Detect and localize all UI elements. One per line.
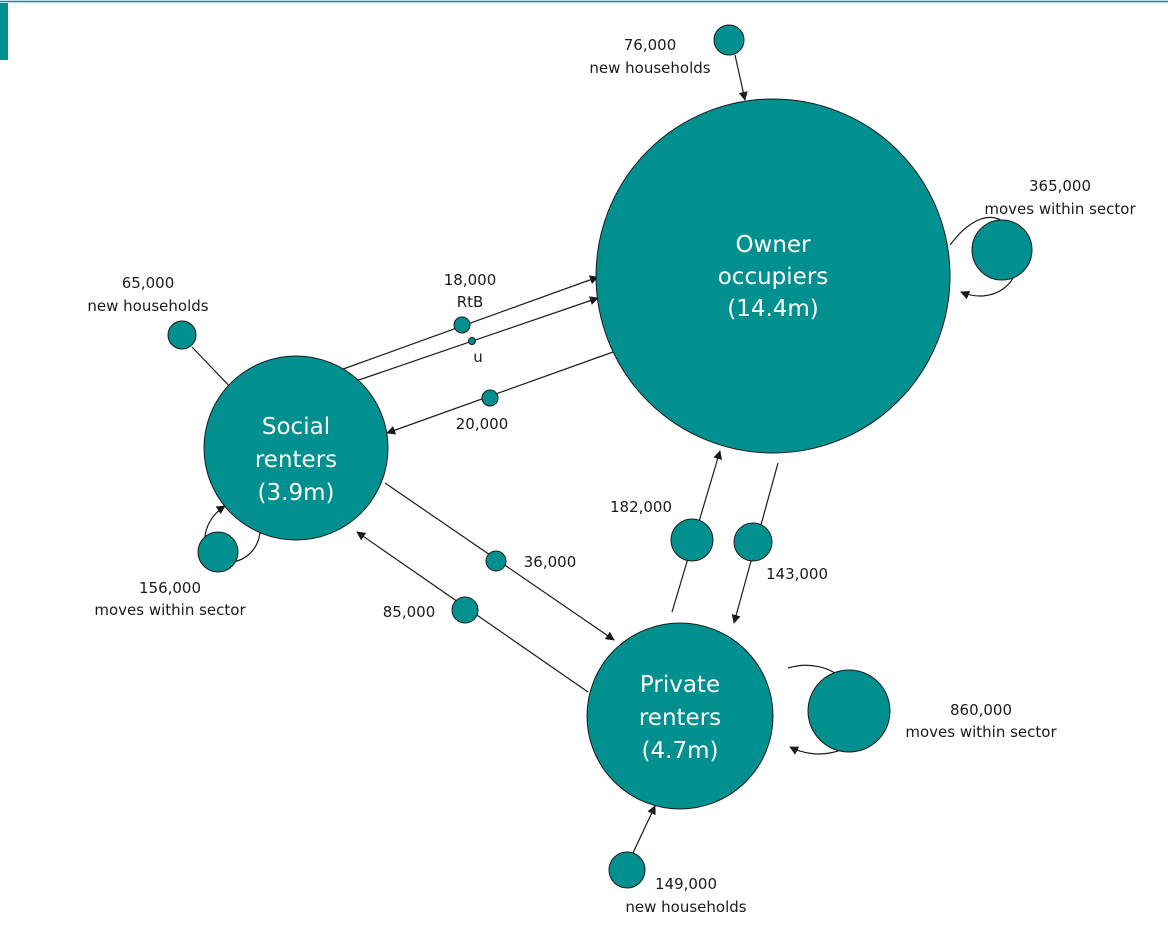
bubble-private-to-owner bbox=[670, 518, 714, 562]
bubble-owner-to-social bbox=[481, 389, 499, 407]
bubble-new-social bbox=[167, 320, 197, 350]
owner-occupiers-size: (14.4m) bbox=[727, 296, 819, 322]
within-social-label: moves within sector bbox=[94, 601, 246, 619]
within-social-value: 156,000 bbox=[139, 579, 201, 597]
owner-to-social-value: 20,000 bbox=[456, 415, 509, 433]
within-owner-value: 365,000 bbox=[1029, 177, 1091, 195]
bubble-owner-to-private bbox=[733, 522, 773, 562]
bubble-social-to-owner-rtb bbox=[453, 316, 471, 334]
social-to-owner-other-label: u bbox=[473, 348, 483, 366]
owner-occupiers-circle bbox=[595, 98, 951, 454]
owner-occupiers-name-line1: Owner bbox=[735, 232, 811, 258]
private-renters-name-line2: renters bbox=[639, 705, 721, 731]
within-private-label: moves within sector bbox=[905, 723, 1057, 741]
social-renters-size: (3.9m) bbox=[258, 480, 335, 506]
bubble-within-private bbox=[807, 669, 891, 753]
social-renters-name-line1: Social bbox=[262, 414, 330, 440]
arrow-new-to-private bbox=[632, 805, 656, 854]
private-renters-size: (4.7m) bbox=[642, 738, 719, 764]
private-to-owner-value: 182,000 bbox=[610, 498, 672, 516]
private-to-social-value: 85,000 bbox=[383, 603, 436, 621]
private-renters-name-line1: Private bbox=[640, 672, 720, 698]
new-social-value: 65,000 bbox=[122, 274, 175, 292]
social-renters-name-line2: renters bbox=[255, 447, 337, 473]
owner-occupiers-name-line2: occupiers bbox=[718, 264, 829, 290]
arrow-owner-to-social bbox=[386, 351, 614, 435]
bubble-within-owner bbox=[971, 219, 1033, 281]
bubble-new-private bbox=[608, 851, 646, 889]
social-renters-circle bbox=[203, 355, 389, 541]
arrow-new-to-social bbox=[191, 346, 236, 393]
social-to-owner-rtb-value: 18,000 bbox=[444, 271, 497, 289]
within-private-value: 860,000 bbox=[950, 701, 1012, 719]
social-to-owner-rtb-label: RtB bbox=[457, 293, 484, 311]
social-to-private-value: 36,000 bbox=[524, 553, 577, 571]
new-private-label: new households bbox=[625, 898, 746, 916]
new-owner-value: 76,000 bbox=[624, 36, 677, 54]
bubble-new-owner bbox=[713, 24, 745, 56]
owner-to-private-value: 143,000 bbox=[766, 565, 828, 583]
bubble-social-to-owner-other bbox=[468, 337, 476, 345]
new-owner-label: new households bbox=[589, 59, 710, 77]
new-private-value: 149,000 bbox=[655, 875, 717, 893]
header-accent-bar bbox=[0, 3, 8, 60]
bubble-private-to-social bbox=[451, 596, 479, 624]
new-social-label: new households bbox=[87, 297, 208, 315]
bubble-within-social bbox=[197, 531, 239, 573]
private-renters-circle bbox=[586, 622, 774, 810]
within-owner-label: moves within sector bbox=[984, 200, 1136, 218]
arrow-new-to-owner bbox=[734, 54, 748, 101]
bubble-social-to-private bbox=[485, 550, 507, 572]
